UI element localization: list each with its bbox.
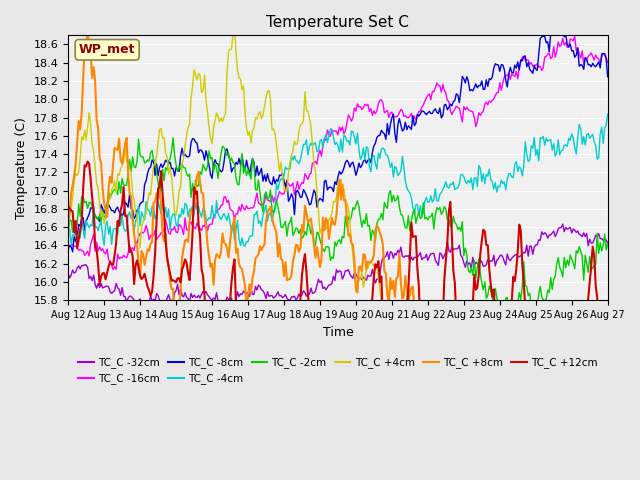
TC_C +8cm (391, 294, 399, 300)
TC_C +12cm (604, 394, 612, 399)
TC_C -2cm (496, 319, 504, 324)
TC_C -16cm (403, 115, 411, 120)
TC_C +4cm (373, 264, 381, 270)
Legend: TC_C -32cm, TC_C -16cm, TC_C -8cm, TC_C -4cm, TC_C -2cm, TC_C +4cm, TC_C +8cm, T: TC_C -32cm, TC_C -16cm, TC_C -8cm, TC_C … (74, 353, 602, 389)
TC_C -8cm (403, 127, 411, 132)
TC_C +12cm (392, 343, 400, 349)
TC_C +8cm (373, 223, 381, 228)
X-axis label: Time: Time (323, 325, 353, 338)
Text: WP_met: WP_met (79, 43, 136, 56)
TC_C -2cm (169, 135, 177, 141)
TC_C +12cm (253, 417, 261, 423)
TC_C -8cm (391, 131, 399, 136)
Line: TC_C -8cm: TC_C -8cm (68, 24, 608, 252)
TC_C -2cm (373, 220, 381, 226)
TC_C -2cm (604, 241, 612, 247)
TC_C -32cm (141, 305, 148, 311)
TC_C -32cm (64, 271, 72, 277)
TC_C -8cm (604, 74, 612, 80)
TC_C +4cm (230, 24, 238, 30)
TC_C -16cm (391, 114, 399, 120)
TC_C -4cm (604, 111, 612, 117)
TC_C -16cm (373, 108, 381, 114)
TC_C -16cm (604, 60, 612, 65)
TC_C -16cm (571, 34, 579, 39)
TC_C +8cm (166, 278, 174, 284)
TC_C -16cm (166, 231, 174, 237)
TC_C +8cm (79, 76, 87, 82)
TC_C -8cm (81, 227, 88, 233)
TC_C -8cm (64, 247, 72, 252)
TC_C -4cm (79, 227, 87, 232)
Line: TC_C -16cm: TC_C -16cm (68, 36, 608, 270)
TC_C -2cm (79, 194, 87, 200)
TC_C -32cm (403, 253, 411, 259)
TC_C +12cm (84, 159, 92, 165)
TC_C -4cm (164, 206, 172, 212)
Title: Temperature Set C: Temperature Set C (266, 15, 410, 30)
TC_C -4cm (64, 226, 72, 232)
TC_C -32cm (540, 232, 547, 238)
TC_C -32cm (559, 221, 566, 227)
TC_C +4cm (541, 377, 548, 383)
TC_C +12cm (79, 186, 87, 192)
TC_C -4cm (241, 243, 249, 249)
TC_C +4cm (164, 171, 172, 177)
TC_C -32cm (391, 251, 399, 256)
TC_C -4cm (403, 185, 411, 191)
TC_C +4cm (79, 137, 87, 143)
TC_C -2cm (164, 158, 172, 164)
Line: TC_C +12cm: TC_C +12cm (68, 162, 608, 420)
TC_C -8cm (166, 159, 174, 165)
TC_C -2cm (541, 298, 548, 304)
Line: TC_C +4cm: TC_C +4cm (68, 27, 608, 405)
TC_C +4cm (604, 344, 612, 349)
TC_C -8cm (69, 249, 77, 254)
TC_C +8cm (84, 25, 92, 31)
TC_C -16cm (109, 267, 117, 273)
TC_C +12cm (374, 258, 382, 264)
TC_C +4cm (64, 218, 72, 224)
TC_C +12cm (64, 203, 72, 209)
TC_C -8cm (373, 134, 381, 140)
TC_C -32cm (166, 297, 174, 303)
TC_C -32cm (79, 263, 87, 268)
Line: TC_C -2cm: TC_C -2cm (68, 138, 608, 322)
TC_C +4cm (493, 402, 500, 408)
TC_C -4cm (373, 166, 381, 172)
TC_C +4cm (403, 293, 411, 299)
Line: TC_C -4cm: TC_C -4cm (68, 114, 608, 246)
TC_C -16cm (540, 65, 547, 71)
Y-axis label: Temperature (C): Temperature (C) (15, 117, 28, 219)
TC_C -2cm (403, 225, 411, 231)
TC_C +8cm (403, 286, 411, 292)
TC_C -8cm (554, 21, 562, 27)
TC_C -4cm (540, 133, 547, 139)
TC_C +8cm (540, 436, 547, 442)
TC_C +8cm (64, 222, 72, 228)
TC_C +12cm (541, 401, 548, 407)
Line: TC_C -32cm: TC_C -32cm (68, 224, 608, 308)
TC_C +12cm (404, 287, 412, 292)
TC_C -16cm (64, 241, 72, 247)
TC_C -32cm (373, 276, 381, 282)
TC_C -16cm (79, 248, 87, 254)
TC_C -32cm (604, 240, 612, 246)
TC_C +4cm (391, 319, 399, 325)
TC_C -2cm (64, 231, 72, 237)
TC_C +12cm (166, 271, 174, 276)
TC_C -2cm (391, 198, 399, 204)
TC_C -8cm (540, 33, 547, 39)
TC_C -4cm (391, 164, 399, 169)
Line: TC_C +8cm: TC_C +8cm (68, 28, 608, 480)
